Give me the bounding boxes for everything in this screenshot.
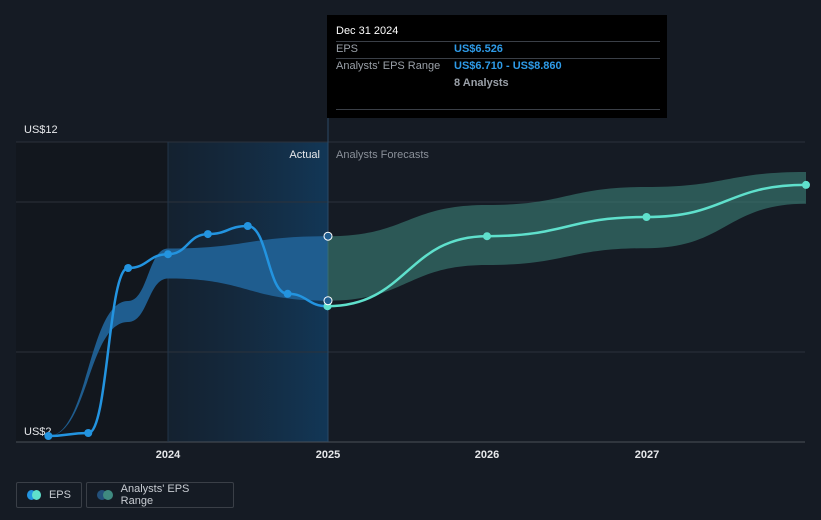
data-point xyxy=(243,222,252,230)
data-point xyxy=(124,264,133,272)
legend-eps[interactable]: EPS xyxy=(16,482,82,508)
range-band-actual xyxy=(48,236,328,436)
tooltip-analysts: 8 Analysts xyxy=(454,77,509,89)
range-dot-icon xyxy=(97,490,107,500)
legend-range[interactable]: Analysts' EPS Range xyxy=(86,482,234,508)
tooltip-eps-value: US$6.526 xyxy=(454,43,503,55)
x-tick-label: 2025 xyxy=(316,449,340,461)
tooltip-range-value: US$6.710 - US$8.860 xyxy=(454,60,562,72)
data-point xyxy=(44,432,53,440)
eps-dot-icon xyxy=(27,490,36,500)
data-point xyxy=(84,429,93,437)
data-point xyxy=(483,232,491,241)
tooltip-eps-label: EPS xyxy=(336,43,359,55)
x-tick-label: 2026 xyxy=(475,449,499,461)
tooltip: Dec 31 2024 EPS US$6.526 Analysts' EPS R… xyxy=(327,15,667,118)
forecast-dot-icon xyxy=(31,490,41,500)
legend-eps-label: EPS xyxy=(48,489,71,501)
range-high-point xyxy=(323,231,333,241)
tooltip-range-label: Analysts' EPS Range xyxy=(336,60,441,72)
data-point xyxy=(642,213,651,221)
y-tick-label: US$12 xyxy=(24,124,58,136)
series-line-1 xyxy=(327,183,807,308)
data-point xyxy=(164,250,172,259)
forecast-label: Analysts Forecasts xyxy=(336,149,429,161)
series-line-0 xyxy=(48,224,328,438)
data-point xyxy=(283,289,292,298)
tooltip-date: Dec 31 2024 xyxy=(336,25,399,37)
x-tick-label: 2024 xyxy=(156,449,181,461)
data-point xyxy=(802,180,810,189)
x-tick-label: 2027 xyxy=(635,449,659,461)
range-band-forecast xyxy=(327,172,806,301)
range-low-point xyxy=(323,296,333,306)
legend-range-label: Analysts' EPS Range xyxy=(120,483,190,507)
range-forecast-dot-icon xyxy=(102,490,113,500)
actual-label: Actual xyxy=(289,149,320,161)
data-point xyxy=(203,230,212,239)
